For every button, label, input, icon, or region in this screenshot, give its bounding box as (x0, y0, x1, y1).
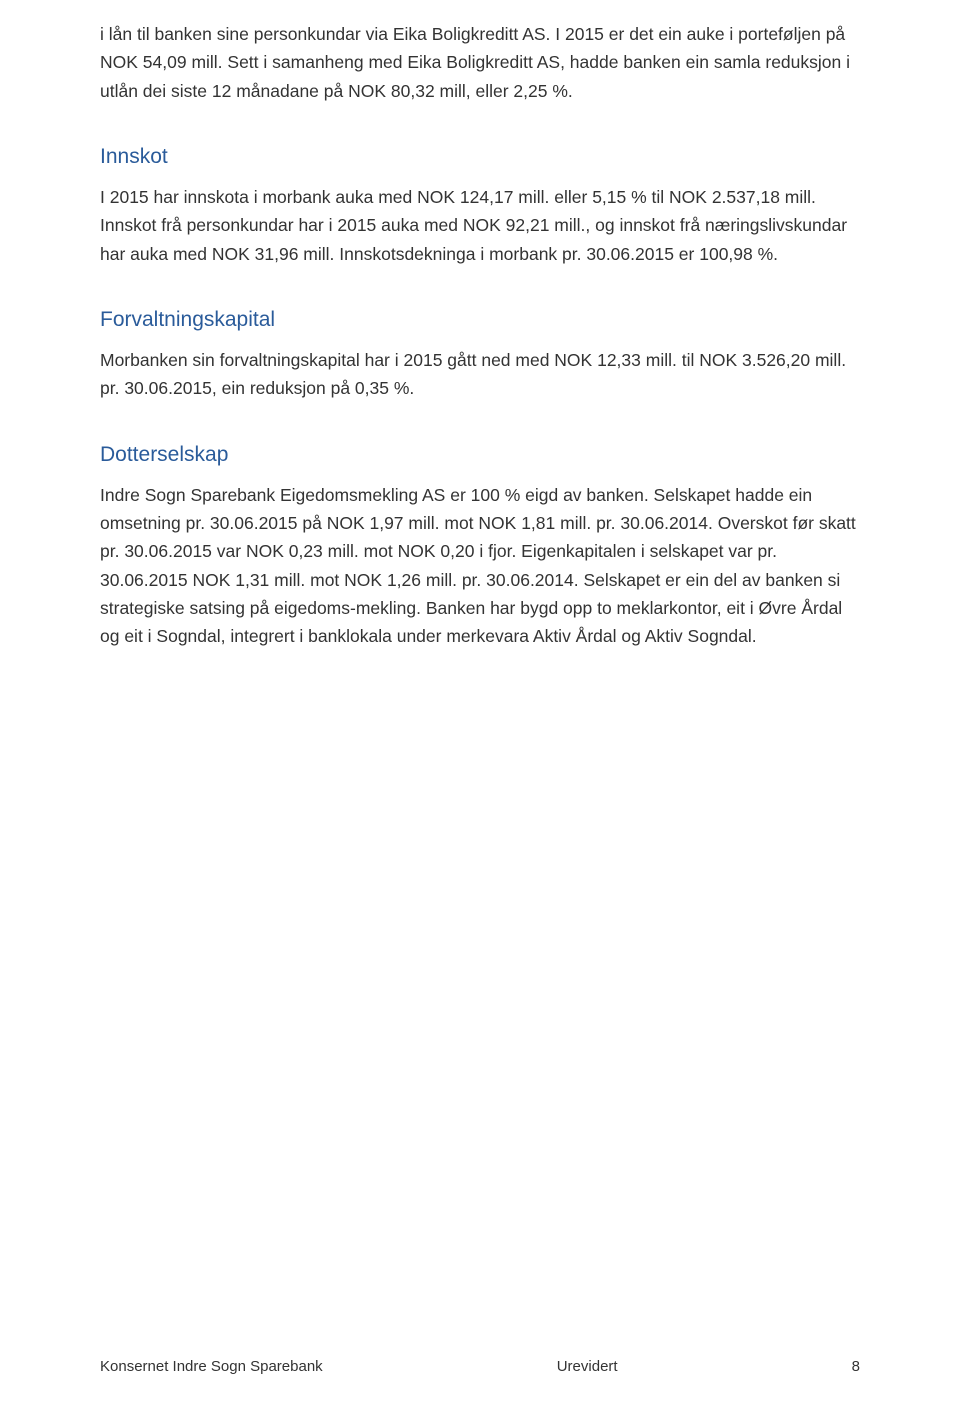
footer-page-number: 8 (852, 1358, 860, 1375)
section-heading-innskot: Innskot (100, 145, 860, 169)
intro-paragraph: i lån til banken sine personkundar via E… (100, 20, 860, 105)
footer-company: Konsernet Indre Sogn Sparebank (100, 1358, 323, 1375)
section-body-forvaltningskapital: Morbanken sin forvaltningskapital har i … (100, 346, 860, 403)
section-heading-forvaltningskapital: Forvaltningskapital (100, 308, 860, 332)
section-heading-dotterselskap: Dotterselskap (100, 443, 860, 467)
footer-status: Urevidert (557, 1358, 618, 1375)
page-footer: Konsernet Indre Sogn Sparebank Urevidert… (100, 1358, 860, 1375)
section-body-dotterselskap: Indre Sogn Sparebank Eigedomsmekling AS … (100, 481, 860, 651)
document-content: i lån til banken sine personkundar via E… (100, 0, 860, 651)
section-body-innskot: I 2015 har innskota i morbank auka med N… (100, 183, 860, 268)
